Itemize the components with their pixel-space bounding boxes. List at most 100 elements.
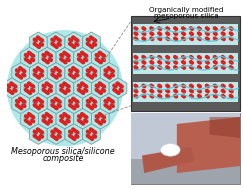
Circle shape — [98, 82, 101, 85]
Circle shape — [82, 92, 85, 94]
Circle shape — [25, 103, 27, 104]
Circle shape — [79, 59, 81, 61]
Circle shape — [33, 135, 36, 137]
Circle shape — [159, 57, 162, 59]
Circle shape — [151, 57, 154, 59]
Circle shape — [52, 101, 55, 103]
Circle shape — [57, 73, 60, 76]
Circle shape — [38, 46, 40, 48]
Circle shape — [35, 101, 37, 103]
Circle shape — [33, 130, 36, 133]
Circle shape — [175, 67, 177, 69]
Circle shape — [221, 84, 224, 87]
Circle shape — [43, 59, 46, 61]
Circle shape — [50, 116, 52, 119]
Polygon shape — [74, 78, 91, 98]
Circle shape — [199, 67, 201, 69]
Circle shape — [54, 128, 57, 131]
Circle shape — [182, 56, 184, 58]
Circle shape — [104, 100, 107, 102]
Circle shape — [35, 39, 37, 42]
Circle shape — [151, 85, 154, 88]
Circle shape — [174, 32, 176, 35]
Circle shape — [78, 88, 80, 91]
Circle shape — [151, 62, 154, 64]
Polygon shape — [83, 124, 100, 144]
Circle shape — [23, 118, 25, 120]
Circle shape — [60, 54, 62, 56]
Circle shape — [84, 88, 87, 91]
Circle shape — [34, 87, 36, 89]
Circle shape — [94, 57, 96, 58]
Circle shape — [38, 37, 40, 40]
Circle shape — [33, 38, 36, 41]
Circle shape — [85, 133, 87, 135]
Circle shape — [103, 120, 105, 123]
Circle shape — [221, 94, 224, 97]
Circle shape — [29, 114, 32, 116]
Circle shape — [108, 72, 110, 74]
Circle shape — [29, 87, 30, 89]
Circle shape — [78, 133, 80, 135]
Polygon shape — [12, 63, 30, 83]
Circle shape — [31, 54, 33, 56]
Circle shape — [159, 33, 162, 35]
Circle shape — [167, 67, 170, 69]
Circle shape — [135, 57, 138, 59]
Circle shape — [61, 41, 62, 43]
Circle shape — [221, 61, 224, 63]
Circle shape — [229, 66, 232, 68]
Circle shape — [135, 90, 138, 93]
Circle shape — [70, 131, 73, 134]
Circle shape — [107, 75, 110, 78]
Circle shape — [29, 57, 30, 58]
Circle shape — [85, 41, 87, 43]
Circle shape — [183, 67, 185, 69]
Circle shape — [32, 72, 34, 74]
Circle shape — [73, 129, 76, 132]
Circle shape — [86, 38, 89, 41]
Circle shape — [48, 115, 51, 118]
Circle shape — [59, 39, 61, 42]
Polygon shape — [21, 109, 38, 129]
Circle shape — [207, 38, 209, 40]
Circle shape — [102, 119, 104, 122]
Circle shape — [57, 43, 60, 45]
Circle shape — [84, 84, 87, 87]
Circle shape — [96, 116, 99, 119]
Circle shape — [64, 52, 67, 55]
Circle shape — [231, 28, 233, 30]
Circle shape — [182, 32, 184, 35]
Circle shape — [213, 89, 216, 92]
Circle shape — [102, 58, 104, 60]
Circle shape — [60, 88, 62, 91]
Circle shape — [63, 60, 66, 63]
Circle shape — [117, 92, 120, 94]
Circle shape — [17, 74, 19, 77]
Circle shape — [59, 70, 61, 73]
Polygon shape — [47, 32, 65, 52]
Circle shape — [48, 88, 51, 91]
Circle shape — [199, 95, 201, 98]
Circle shape — [72, 36, 74, 39]
Circle shape — [17, 70, 19, 73]
Circle shape — [87, 87, 89, 89]
Circle shape — [45, 91, 48, 93]
Circle shape — [93, 104, 95, 107]
Circle shape — [60, 58, 62, 60]
Circle shape — [67, 116, 70, 119]
Circle shape — [134, 84, 137, 87]
Circle shape — [40, 43, 42, 45]
Circle shape — [142, 89, 145, 92]
Circle shape — [25, 84, 27, 87]
Circle shape — [72, 97, 74, 100]
Circle shape — [57, 104, 60, 107]
Circle shape — [91, 133, 92, 135]
Polygon shape — [21, 47, 38, 68]
Circle shape — [89, 137, 92, 139]
Circle shape — [45, 121, 48, 124]
Circle shape — [199, 33, 201, 35]
Circle shape — [143, 62, 146, 64]
Circle shape — [116, 91, 119, 93]
Circle shape — [199, 62, 201, 64]
